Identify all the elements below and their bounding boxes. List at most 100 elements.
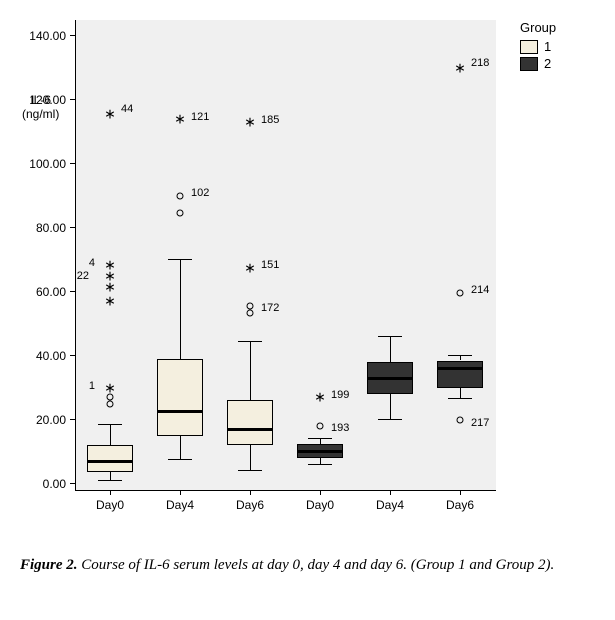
- outlier-star: ∗: [104, 380, 116, 394]
- outlier-label: 217: [471, 417, 489, 429]
- figure-caption: Figure 2. Course of IL-6 serum levels at…: [20, 555, 595, 575]
- x-tick-label: Day0: [306, 498, 334, 512]
- figure-container: Group 12 IL-6(ng/ml) Figure 2. Course of…: [0, 0, 615, 620]
- y-tick-label: 60.00: [21, 285, 66, 299]
- whisker: [390, 394, 391, 420]
- outlier-star: ∗: [314, 390, 326, 404]
- outlier-label: 185: [261, 114, 279, 126]
- x-tick: [320, 490, 321, 495]
- y-tick: [70, 483, 75, 484]
- outlier-circle: [177, 192, 184, 199]
- whisker: [180, 260, 181, 359]
- x-tick: [180, 490, 181, 495]
- whisker-cap: [168, 259, 191, 260]
- outlier-label: 44: [121, 103, 133, 115]
- outlier-label: 22: [77, 270, 89, 282]
- whisker-cap: [308, 464, 331, 465]
- median-line: [157, 410, 203, 413]
- box: [157, 359, 203, 436]
- x-tick: [250, 490, 251, 495]
- outlier-star: ∗: [454, 60, 466, 74]
- outlier-star: ∗: [104, 294, 116, 308]
- whisker-cap: [378, 419, 401, 420]
- whisker-cap: [308, 438, 331, 439]
- whisker: [250, 341, 251, 400]
- outlier-star: ∗: [104, 107, 116, 121]
- outlier-circle: [317, 423, 324, 430]
- y-tick: [70, 291, 75, 292]
- y-tick: [70, 99, 75, 100]
- median-line: [87, 460, 133, 463]
- x-tick-label: Day6: [446, 498, 474, 512]
- whisker: [460, 388, 461, 399]
- y-tick-label: 80.00: [21, 221, 66, 235]
- outlier-label: 218: [471, 57, 489, 69]
- y-tick-label: 100.00: [21, 157, 66, 171]
- whisker-cap: [448, 398, 471, 399]
- outlier-circle: [177, 210, 184, 217]
- outlier-star: ∗: [174, 111, 186, 125]
- box: [437, 361, 483, 388]
- median-line: [367, 377, 413, 380]
- plot-area: [75, 20, 496, 491]
- legend-title: Group: [520, 20, 556, 35]
- median-line: [437, 367, 483, 370]
- outlier-label: 4: [89, 257, 95, 269]
- whisker: [180, 436, 181, 460]
- y-tick: [70, 355, 75, 356]
- x-tick-label: Day4: [376, 498, 404, 512]
- whisker-cap: [98, 480, 121, 481]
- outlier-star: ∗: [244, 260, 256, 274]
- legend-swatch: [520, 40, 538, 54]
- legend-item: 1: [520, 39, 556, 54]
- outlier-circle: [247, 309, 254, 316]
- whisker-cap: [448, 355, 471, 356]
- y-tick-label: 20.00: [21, 413, 66, 427]
- whisker-cap: [168, 459, 191, 460]
- caption-prefix: Figure 2.: [20, 557, 78, 573]
- x-tick-label: Day4: [166, 498, 194, 512]
- whisker: [390, 337, 391, 363]
- median-line: [227, 428, 273, 431]
- y-tick-label: 120.00: [21, 93, 66, 107]
- box: [227, 400, 273, 445]
- outlier-star: ∗: [244, 115, 256, 129]
- outlier-label: 121: [191, 111, 209, 123]
- whisker: [250, 445, 251, 471]
- outlier-label: 214: [471, 284, 489, 296]
- x-tick-label: Day6: [236, 498, 264, 512]
- whisker-cap: [98, 424, 121, 425]
- y-tick: [70, 35, 75, 36]
- legend-label: 1: [544, 39, 551, 54]
- caption-text: Course of IL-6 serum levels at day 0, da…: [78, 557, 555, 573]
- whisker-cap: [378, 336, 401, 337]
- y-tick: [70, 419, 75, 420]
- y-tick-label: 40.00: [21, 349, 66, 363]
- whisker-cap: [238, 470, 261, 471]
- outlier-star: ∗: [104, 257, 116, 271]
- outlier-circle: [457, 290, 464, 297]
- outlier-label: 151: [261, 259, 279, 271]
- median-line: [297, 450, 343, 453]
- outlier-circle: [247, 303, 254, 310]
- whisker-cap: [238, 341, 261, 342]
- whisker: [460, 356, 461, 361]
- outlier-label: 193: [331, 422, 349, 434]
- outlier-circle: [457, 416, 464, 423]
- legend-item: 2: [520, 56, 556, 71]
- outlier-label: 172: [261, 302, 279, 314]
- x-tick: [110, 490, 111, 495]
- outlier-label: 1: [89, 380, 95, 392]
- y-tick: [70, 227, 75, 228]
- y-tick: [70, 163, 75, 164]
- outlier-label: 199: [331, 389, 349, 401]
- legend-swatch: [520, 57, 538, 71]
- y-tick-label: 140.00: [21, 29, 66, 43]
- whisker: [110, 424, 111, 445]
- x-tick-label: Day0: [96, 498, 124, 512]
- x-tick: [460, 490, 461, 495]
- outlier-circle: [107, 400, 114, 407]
- legend: Group 1 2: [520, 20, 556, 73]
- whisker: [320, 439, 321, 444]
- y-tick-label: 0.00: [21, 477, 66, 491]
